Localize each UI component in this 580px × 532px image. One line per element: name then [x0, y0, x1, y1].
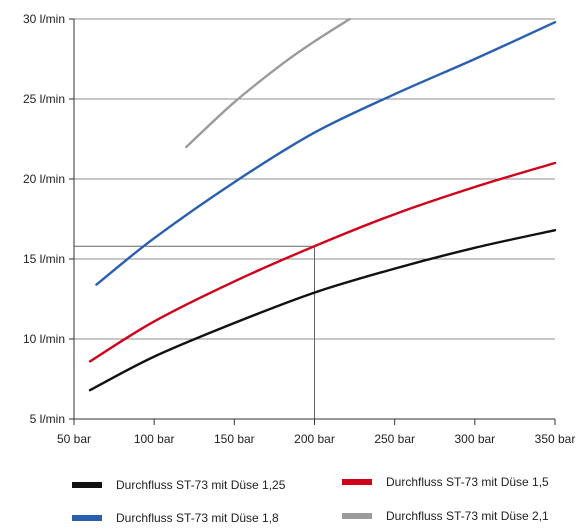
y-tick-label: 20 l/min — [23, 172, 65, 186]
x-tick-label: 100 bar — [134, 432, 175, 446]
reference-lines — [74, 245, 315, 419]
y-tick-label: 10 l/min — [23, 332, 65, 346]
series-line-0 — [88, 229, 557, 392]
x-tick-label: 250 bar — [374, 432, 415, 446]
series-line-2 — [95, 21, 557, 286]
x-tick-label: 300 bar — [454, 432, 495, 446]
y-tick-labels: 5 l/min 10 l/min 15 l/min 20 l/min 25 l/min 3… — [23, 12, 74, 426]
y-tick-label: 25 l/min — [23, 92, 65, 106]
series-line-3 — [185, 17, 351, 149]
series-line-1 — [88, 161, 557, 363]
x-tick-label: 50 bar — [57, 432, 91, 446]
x-tick-labels: 50 bar 100 bar 150 bar 200 bar 250 bar 300 ba… — [57, 419, 575, 446]
x-tick-label: 350 bar — [535, 432, 576, 446]
y-tick-label: 15 l/min — [23, 252, 65, 266]
y-tick-label: 30 l/min — [23, 12, 65, 26]
grid-layer — [74, 18, 555, 340]
series-layer — [88, 17, 557, 392]
x-tick-label: 150 bar — [214, 432, 255, 446]
x-tick-label: 200 bar — [294, 432, 335, 446]
y-tick-label: 5 l/min — [30, 412, 65, 426]
